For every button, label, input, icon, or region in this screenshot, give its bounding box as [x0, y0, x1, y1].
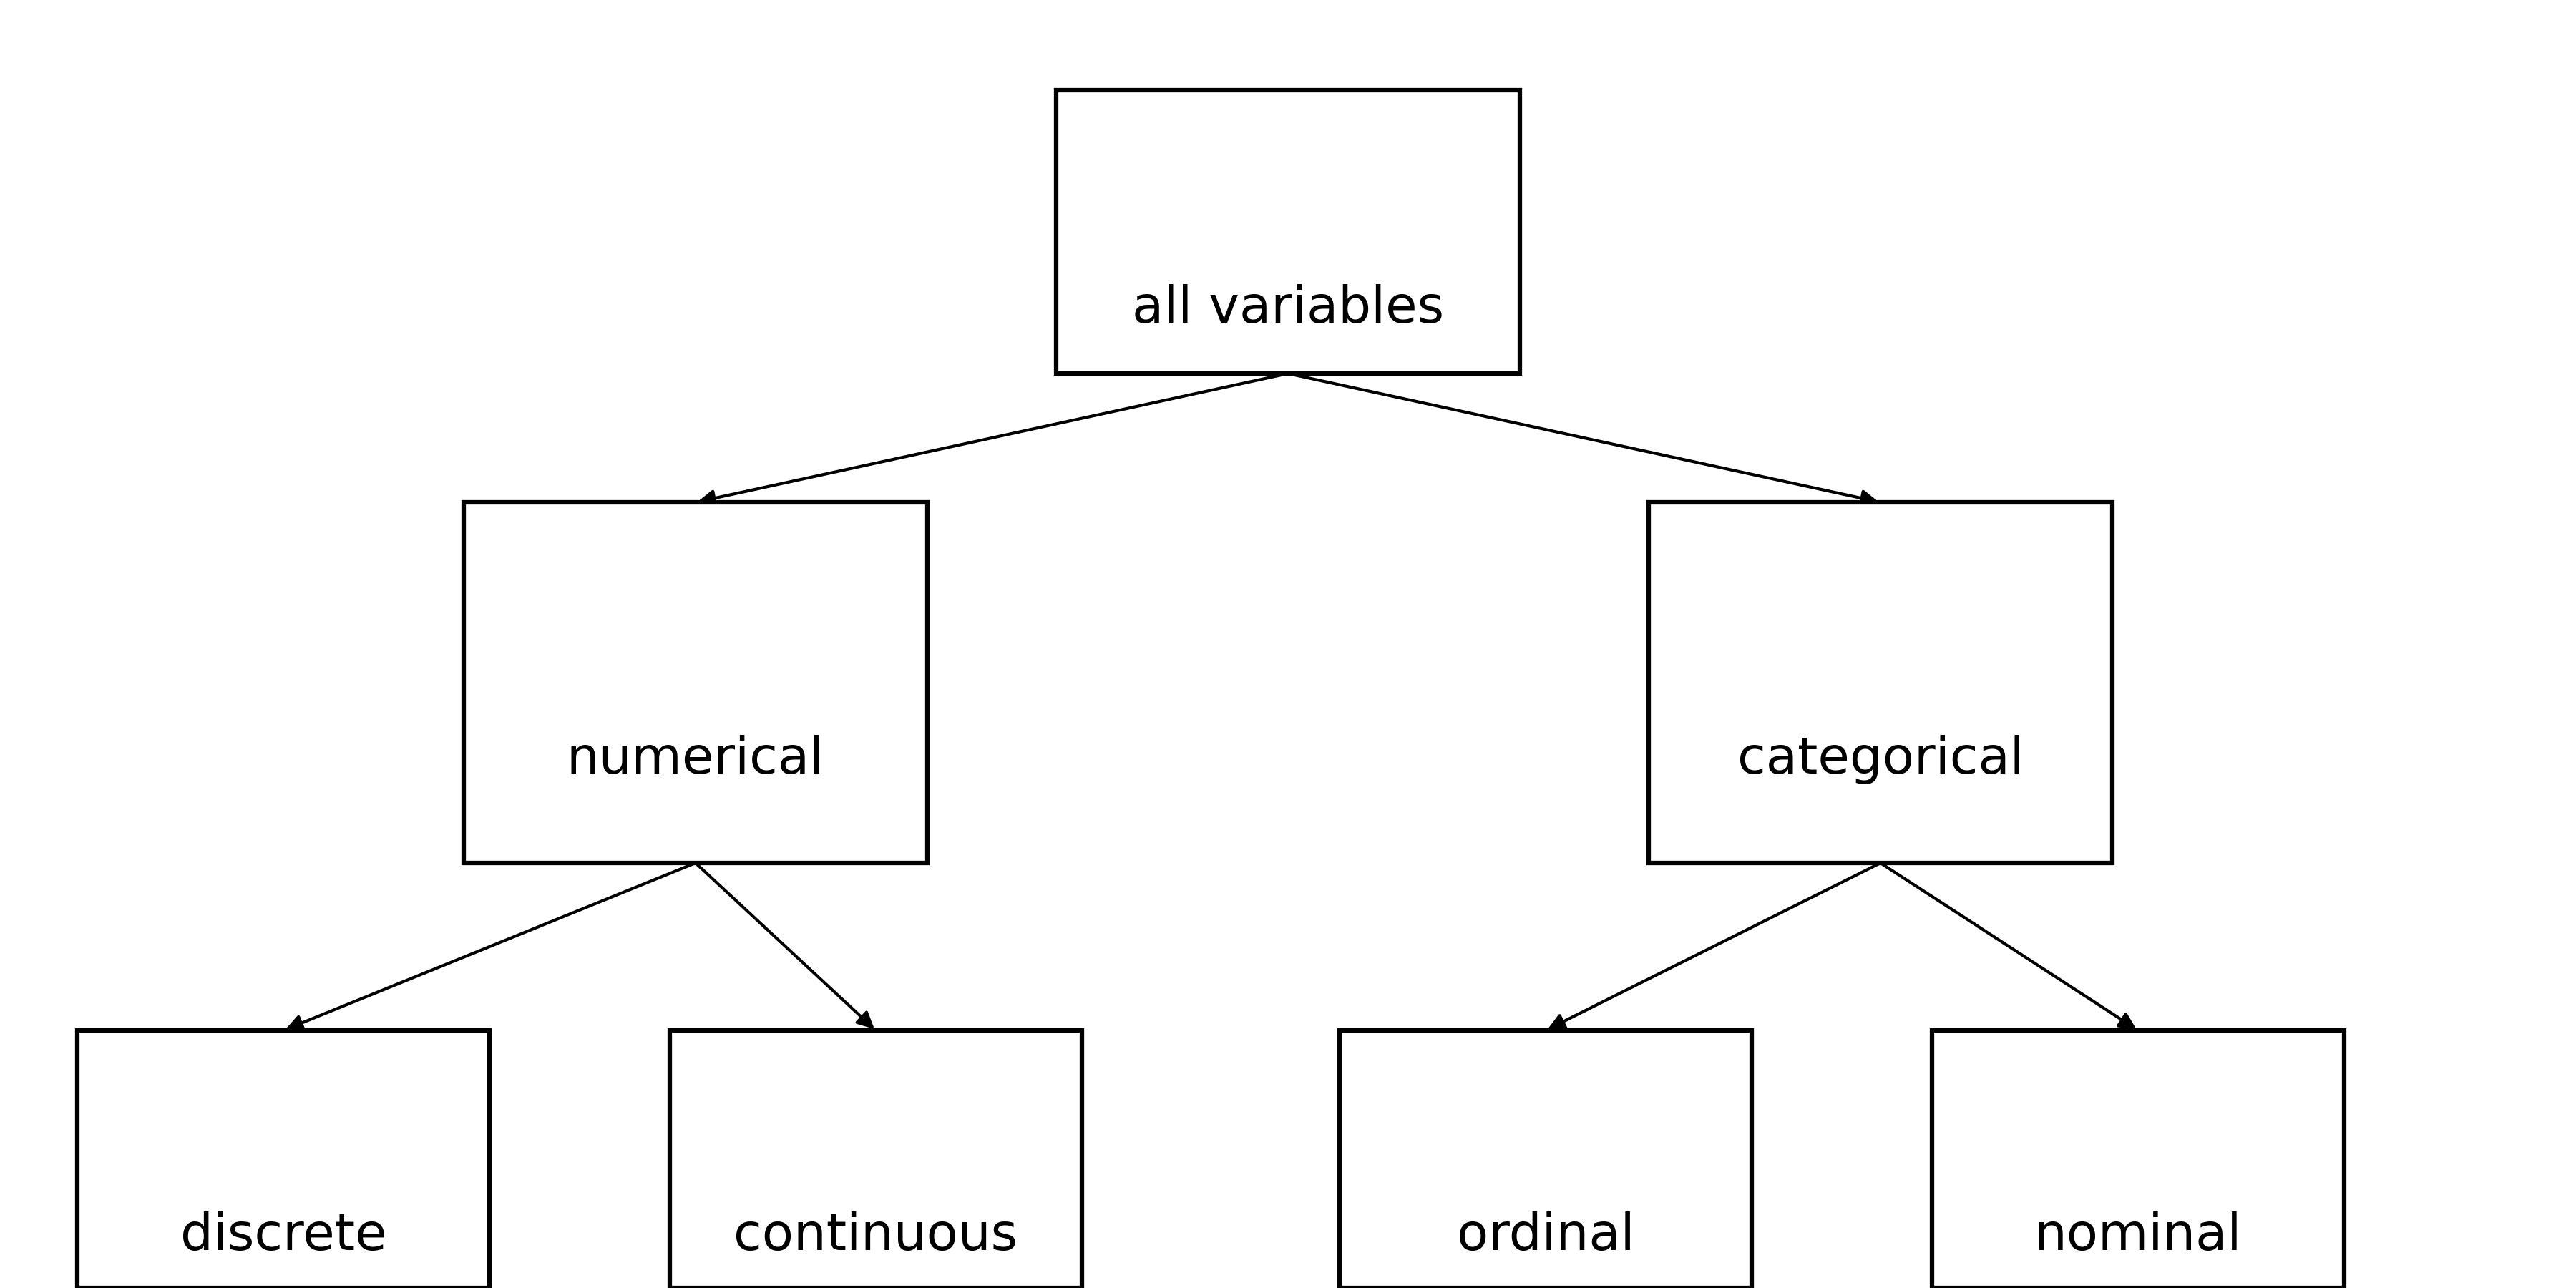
Text: continuous: continuous — [734, 1212, 1018, 1261]
Bar — [1932, 1030, 2344, 1288]
Text: categorical: categorical — [1736, 735, 2025, 784]
Bar — [1649, 502, 2112, 863]
Text: numerical: numerical — [567, 735, 824, 784]
Text: ordinal: ordinal — [1455, 1212, 1636, 1261]
Text: discrete: discrete — [180, 1212, 386, 1261]
Bar — [1056, 90, 1520, 374]
Text: all variables: all variables — [1131, 285, 1445, 334]
Bar — [464, 502, 927, 863]
Bar — [670, 1030, 1082, 1288]
Bar — [77, 1030, 489, 1288]
Bar — [1340, 1030, 1752, 1288]
Text: nominal: nominal — [2035, 1212, 2241, 1261]
